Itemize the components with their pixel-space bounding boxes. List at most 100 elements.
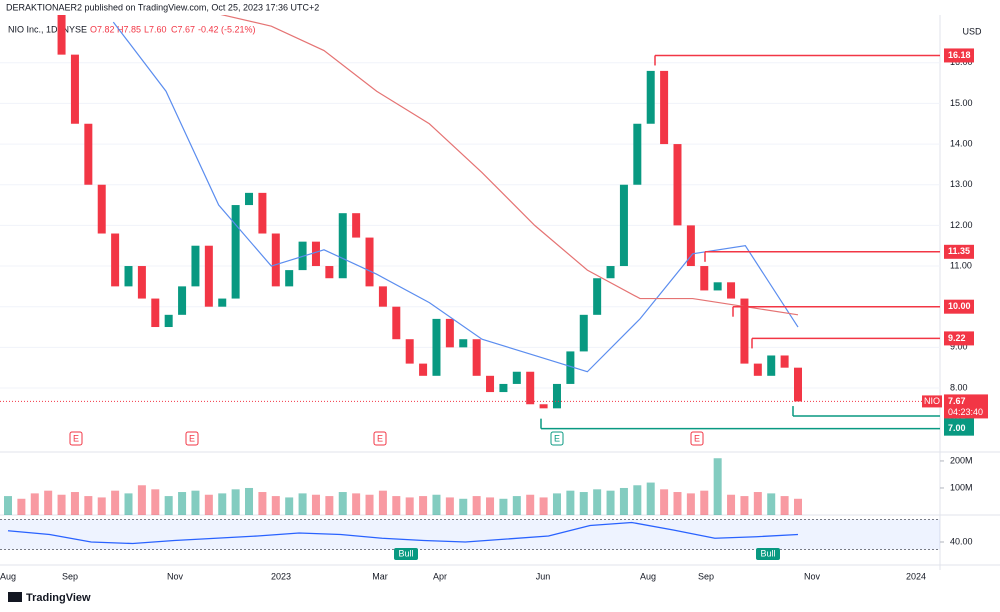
candle [526,371,535,405]
volume-bar [606,490,615,515]
candle [727,282,736,299]
volume-bar [499,498,508,515]
volume-bar [4,496,12,515]
volume-bar [338,492,347,515]
volume-bar [753,492,762,515]
volume-bar [686,493,695,515]
candle [84,123,93,185]
rsi-line [7,521,799,545]
volume-bar [432,494,441,515]
candle [151,298,160,328]
countdown: 04:23:40 [948,407,983,417]
level-tag [944,421,974,436]
low: L7.60 [144,24,167,34]
logo [8,592,22,602]
candle [352,213,361,238]
x-tick-label: 2024 [906,571,926,581]
volume-bar [579,492,588,515]
level-label: 11.35 [948,246,970,256]
high: H7.85 [117,24,141,34]
volume-bar [204,494,213,515]
earnings-label: E [694,433,700,443]
candle [633,123,642,185]
candle [499,383,508,393]
candle [365,237,374,287]
volume-tick-label: 100M [950,482,973,492]
candle [191,245,200,287]
volume-bar [646,482,655,515]
y-tick-label: 13.00 [950,179,973,189]
volume-bar [780,496,789,515]
open: O7.82 [90,24,115,34]
price-pane [0,15,940,409]
earnings-marker [690,431,704,446]
volume-bar [17,498,26,515]
candle [325,266,334,279]
candle [445,318,454,348]
candle [271,233,280,287]
candle [646,70,655,124]
candle [419,363,428,376]
volume-bar [486,497,495,515]
volume-bar [258,492,267,515]
volume-bar [231,489,240,515]
y-tick-label: 9.00 [950,342,968,352]
currency[interactable]: USD [962,26,982,36]
candle [311,241,320,267]
x-tick-label: Nov [167,571,184,581]
level-tag [944,244,974,259]
volume-bar [365,494,374,515]
candle [338,213,347,279]
level-label: 7.00 [948,423,966,433]
change: -0.42 (-5.21%) [198,24,256,34]
y-tick-label: 15.00 [950,98,973,108]
signal-label: Bull [760,548,775,558]
volume-bar [472,496,481,515]
volume-bar [593,489,602,515]
signal-tag [756,548,780,560]
volume-bar [727,494,736,515]
candle [70,54,79,124]
candle [459,339,468,348]
volume-bar [539,497,548,515]
candle [392,306,401,340]
candle [753,363,762,376]
volume-bar [660,489,669,515]
x-tick-label: Jun [536,571,551,581]
candle [673,144,682,226]
earnings-marker [185,431,199,446]
level-tag [944,48,974,63]
price-tag [944,394,988,419]
volume-bar [445,497,454,515]
candle [593,278,602,315]
candle [285,270,294,287]
candle [178,286,187,315]
level-label: 10.00 [948,301,971,311]
candle [472,339,481,376]
earnings-marker [69,431,83,446]
signal-label: Bull [398,548,413,558]
candle [713,282,722,291]
volume-bar [111,490,120,515]
x-tick-label: Apr [433,571,447,581]
candle [231,205,240,299]
earnings-label: E [73,433,79,443]
signal-tag [394,548,418,560]
volume-bar [767,493,776,515]
volume-bar [566,490,575,515]
volume-bar [512,496,521,515]
volume-bar [552,493,561,515]
volume-tick-label: 200M [950,455,973,465]
rsi-tick-label: 40.00 [950,536,973,546]
volume-bar [84,496,93,515]
volume-bar [97,497,106,515]
moving-average [220,15,799,316]
x-tick-label: Nov [804,571,821,581]
moving-average [112,21,799,373]
candle [780,355,789,368]
candle [660,70,669,145]
volume-bar [298,493,307,515]
candle [111,233,120,287]
symbol-tag [922,395,942,408]
